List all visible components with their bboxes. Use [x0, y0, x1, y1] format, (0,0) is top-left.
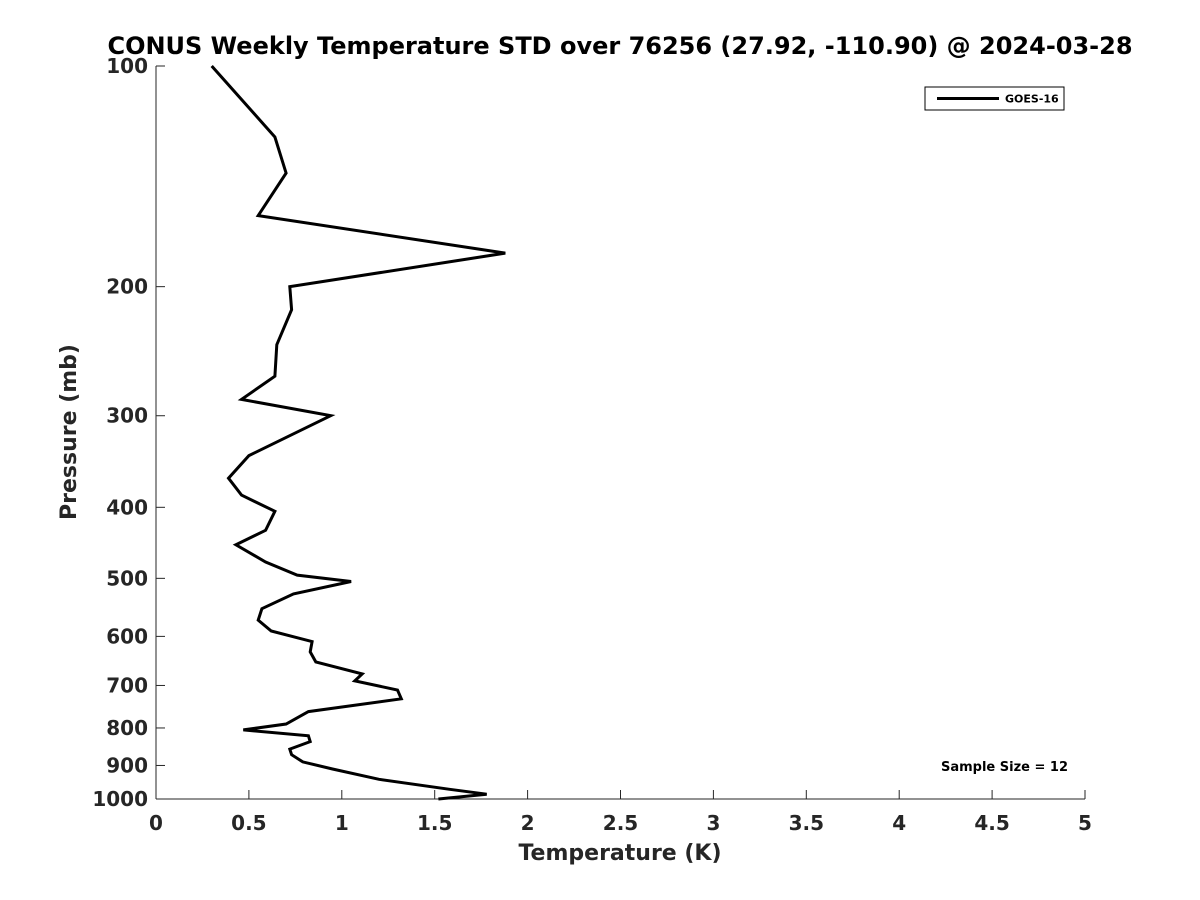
y-ticks: 100 200 300 400 500 600 700 800 900 1000	[92, 54, 165, 811]
series-line-goes-16	[210, 65, 506, 801]
y-tick-label: 700	[106, 673, 148, 697]
y-tick-label: 800	[106, 716, 148, 740]
x-tick-label: 1.5	[417, 811, 452, 835]
x-tick-label: 4.5	[974, 811, 1009, 835]
x-tick-label: 0.5	[231, 811, 266, 835]
legend: GOES-16	[924, 86, 1065, 111]
y-tick-label: 200	[106, 275, 148, 299]
sample-size-annotation: Sample Size = 12	[941, 760, 1068, 775]
x-tick-label: 5	[1078, 811, 1092, 835]
y-tick-label: 400	[106, 495, 148, 519]
x-tick-label: 1	[335, 811, 349, 835]
y-tick-label: 500	[106, 566, 148, 590]
series-layer	[210, 65, 506, 801]
x-axis-label: Temperature (K)	[518, 841, 721, 866]
y-tick-label: 100	[106, 54, 148, 78]
y-tick-label: 900	[106, 753, 148, 777]
y-tick-label: 1000	[92, 787, 148, 811]
x-tick-label: 3	[706, 811, 720, 835]
x-tick-label: 4	[892, 811, 906, 835]
y-axis-label: Pressure (mb)	[57, 344, 82, 520]
y-tick-label: 300	[106, 404, 148, 428]
x-tick-label: 2	[521, 811, 535, 835]
chart-title: CONUS Weekly Temperature STD over 76256 …	[107, 32, 1132, 60]
legend-label: GOES-16	[1005, 93, 1059, 106]
y-tick-label: 600	[106, 624, 148, 648]
x-tick-label: 0	[149, 811, 163, 835]
x-tick-label: 2.5	[603, 811, 638, 835]
x-ticks: 0 0.5 1 1.5 2 2.5 3 3.5 4 4.5 5	[149, 790, 1092, 835]
x-tick-label: 3.5	[789, 811, 824, 835]
